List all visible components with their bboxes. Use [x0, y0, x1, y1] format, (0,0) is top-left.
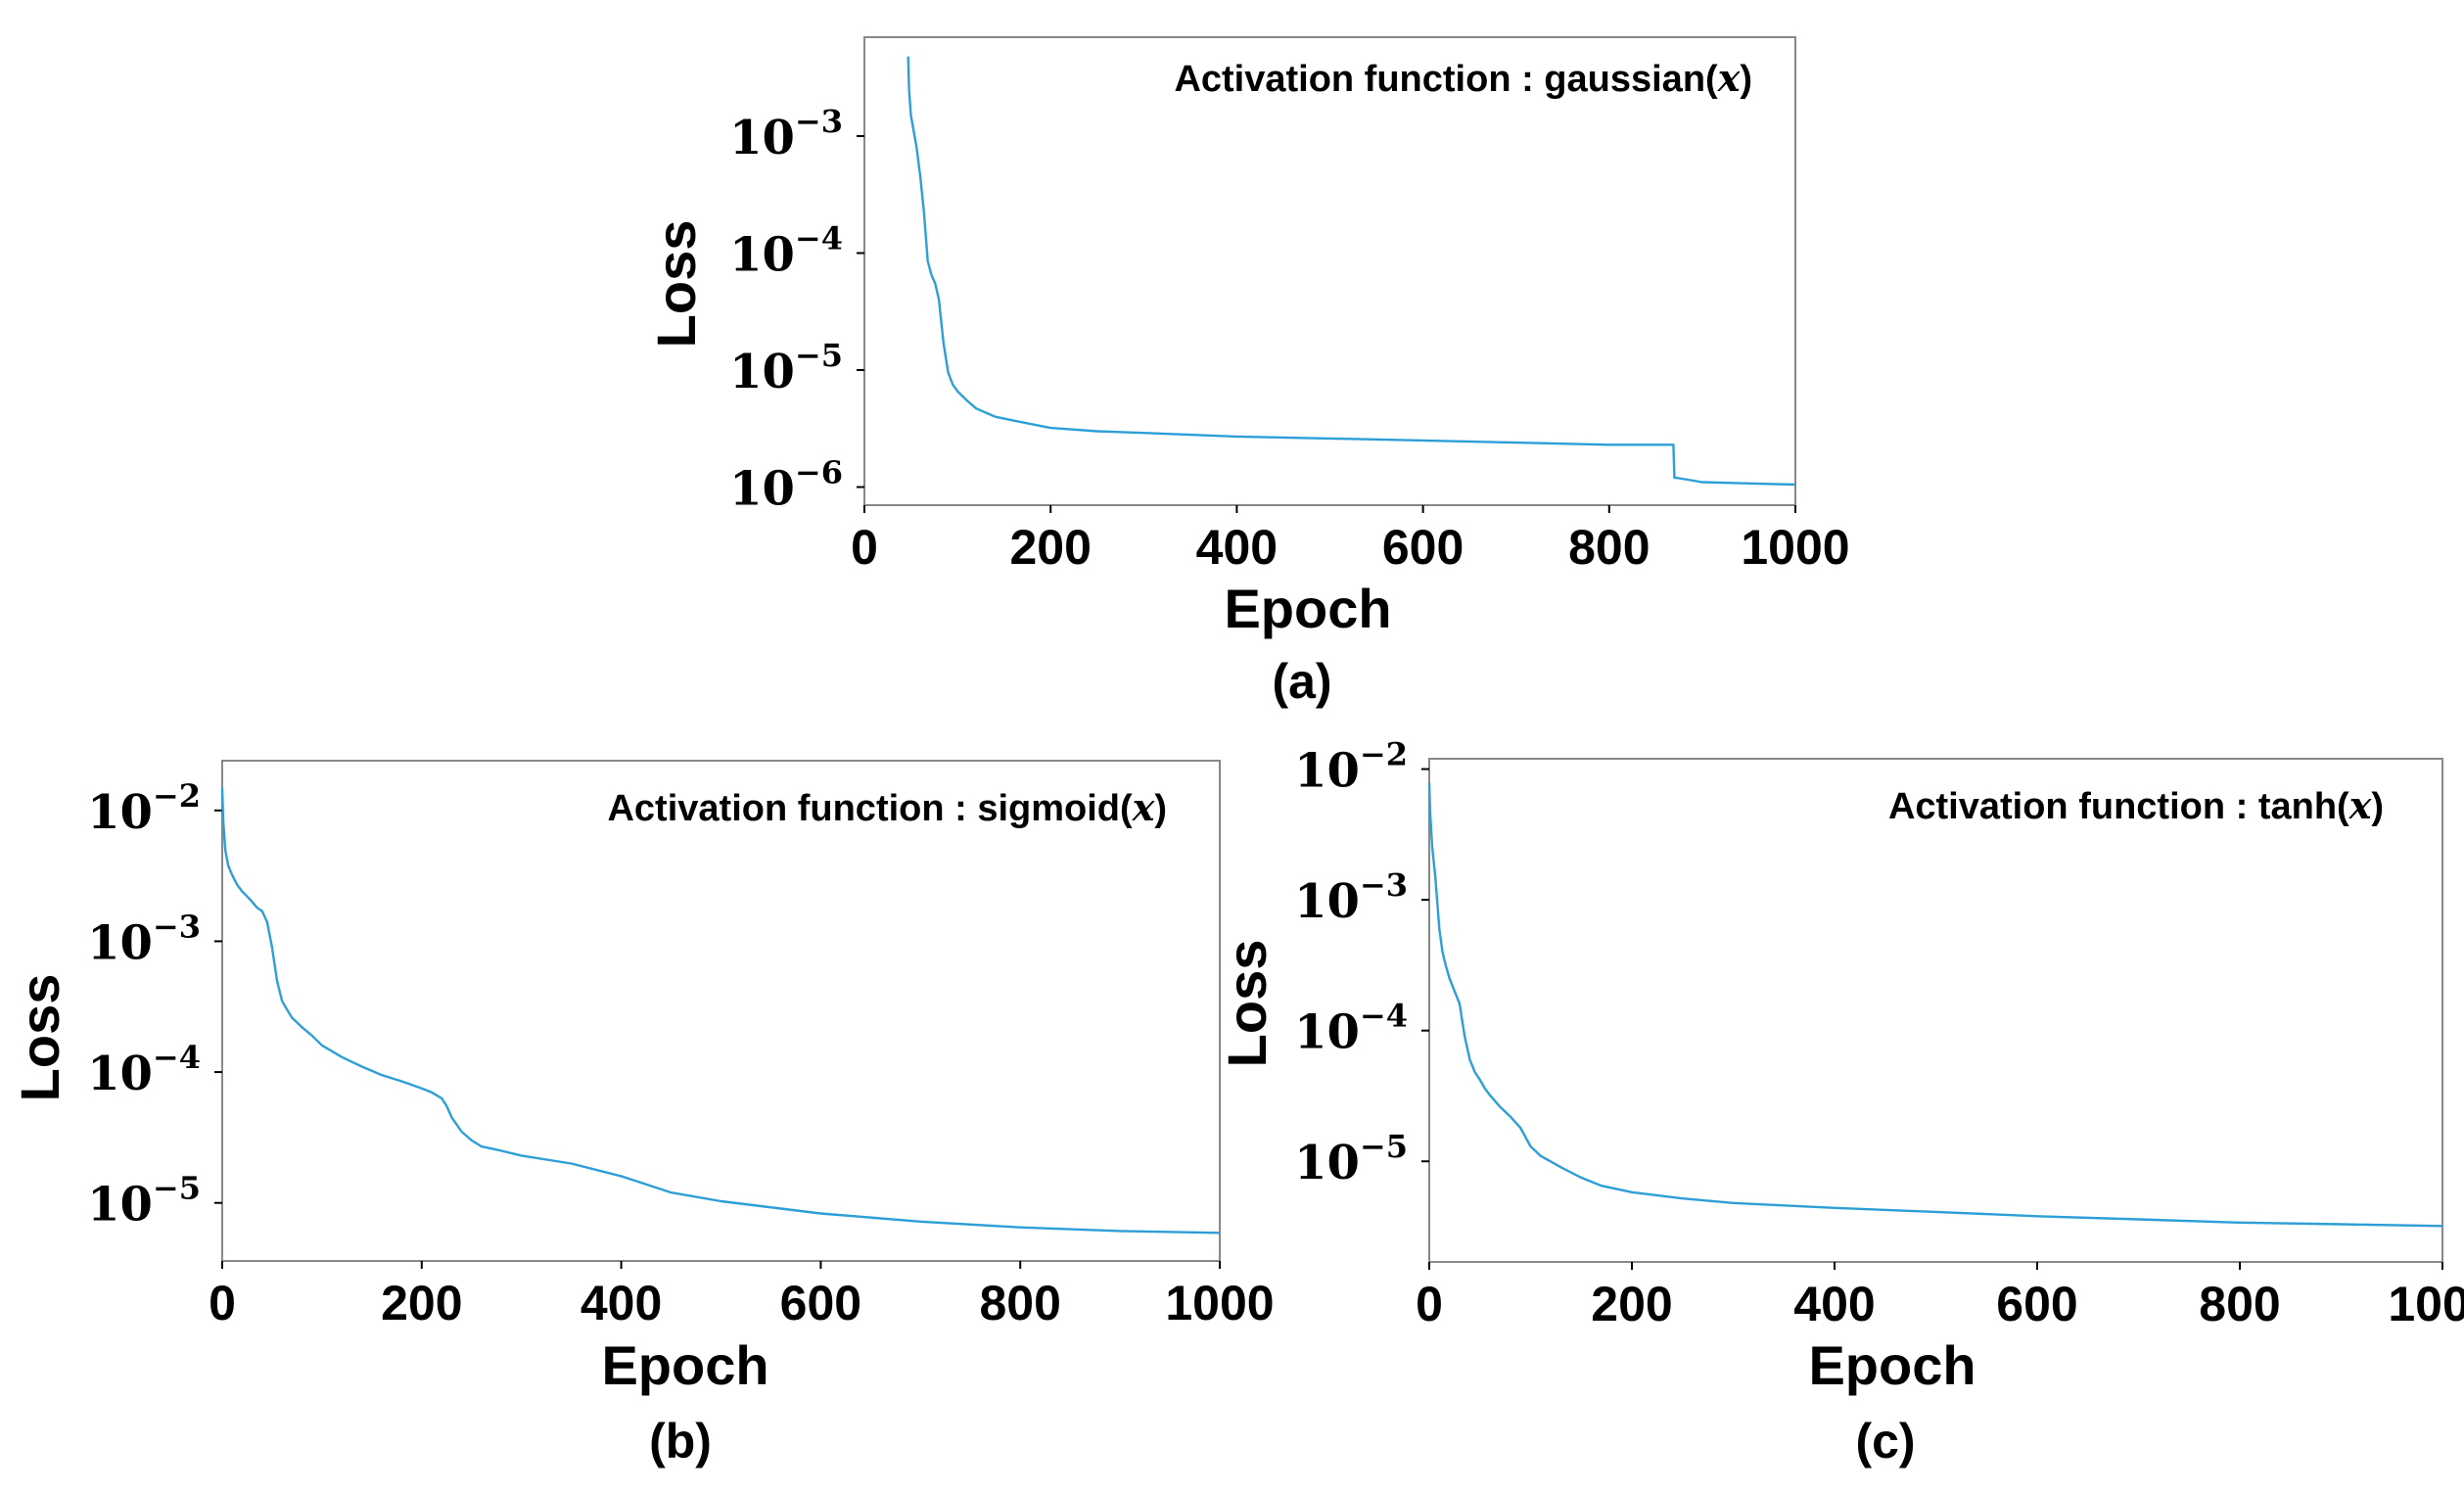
- x-tick-label: 200: [1591, 1277, 1672, 1331]
- x-tick-label: 800: [1568, 520, 1650, 575]
- x-tick-label: 400: [581, 1276, 662, 1330]
- y-tick-label: 10−4: [1294, 998, 1408, 1060]
- loss-series-line: [907, 56, 1796, 487]
- x-tick-label: 1000: [1741, 520, 1849, 575]
- x-axis-label: Epoch: [601, 1334, 768, 1396]
- x-tick-label: 400: [1793, 1277, 1875, 1331]
- y-tick-label: 10−5: [1294, 1128, 1408, 1190]
- x-tick-label: 600: [780, 1276, 861, 1330]
- y-axis-label: Loss: [645, 220, 707, 349]
- loss-series-line: [220, 787, 1221, 1235]
- x-tick-label: 1000: [1165, 1276, 1274, 1330]
- marks: 0 200 400 600 800 1000 10−2 10−3 10−4 10−5: [1294, 736, 2464, 1331]
- panel-a: 0 200 400 600 800 1000 10−3 10−4 10−5 10−6 Activa…: [645, 36, 1850, 709]
- y-tick-label: 10−2: [87, 777, 201, 840]
- y-axis-label: Loss: [1216, 940, 1278, 1068]
- x-tick-label: 0: [851, 520, 878, 575]
- y-tick-label: 10−5: [87, 1170, 201, 1233]
- x-tick-label: 800: [979, 1276, 1060, 1330]
- annotation: Activation function : tanh(x): [1888, 783, 2384, 827]
- x-tick-label: 600: [1382, 520, 1464, 575]
- y-axis-label: Loss: [9, 974, 70, 1102]
- x-tick-label: 400: [1196, 520, 1278, 575]
- x-axis-label: Epoch: [1808, 1334, 1976, 1396]
- panel-label: (b): [649, 1414, 712, 1469]
- y-tick-label: 10−3: [87, 908, 201, 970]
- marks: 0 200 400 600 800 1000 10−3 10−4 10−5 10−6: [729, 56, 1850, 575]
- panel-label: (a): [1272, 654, 1331, 709]
- y-tick-label: 10−4: [87, 1039, 201, 1101]
- x-axis-label: Epoch: [1224, 578, 1391, 639]
- y-tick-label: 10−5: [729, 337, 843, 399]
- panel-c: 0 200 400 600 800 1000 10−2 10−3 10−4 10−5 Activa…: [1216, 736, 2464, 1469]
- plot-frame: [221, 760, 1221, 1262]
- x-tick-label: 0: [1416, 1277, 1443, 1331]
- y-tick-label: 10−3: [729, 103, 843, 165]
- y-tick-label: 10−4: [729, 219, 843, 282]
- annotation: Activation function : sigmoid(x): [607, 785, 1167, 829]
- y-tick-label: 10−3: [1294, 866, 1408, 929]
- x-tick-label: 200: [1009, 520, 1091, 575]
- loss-series-line: [1427, 782, 2443, 1228]
- marks: 0 200 400 600 800 1000 10−2 10−3 10−4 10−5: [87, 777, 1274, 1330]
- x-tick-label: 800: [2199, 1277, 2280, 1331]
- panel-b: 0 200 400 600 800 1000 10−2 10−3 10−4 10−5 Activa…: [9, 760, 1275, 1469]
- y-tick-label: 10−2: [1294, 736, 1408, 799]
- plot-frame: [1428, 758, 2443, 1263]
- annotation: Activation function : gaussian(x): [1174, 56, 1752, 100]
- plot-frame: [863, 36, 1796, 506]
- y-tick-label: 10−6: [729, 453, 843, 516]
- x-tick-label: 600: [1996, 1277, 2077, 1331]
- x-tick-label: 1000: [2388, 1277, 2464, 1331]
- x-tick-label: 200: [381, 1276, 462, 1330]
- panel-label: (c): [1855, 1414, 1915, 1469]
- x-tick-label: 0: [209, 1276, 236, 1330]
